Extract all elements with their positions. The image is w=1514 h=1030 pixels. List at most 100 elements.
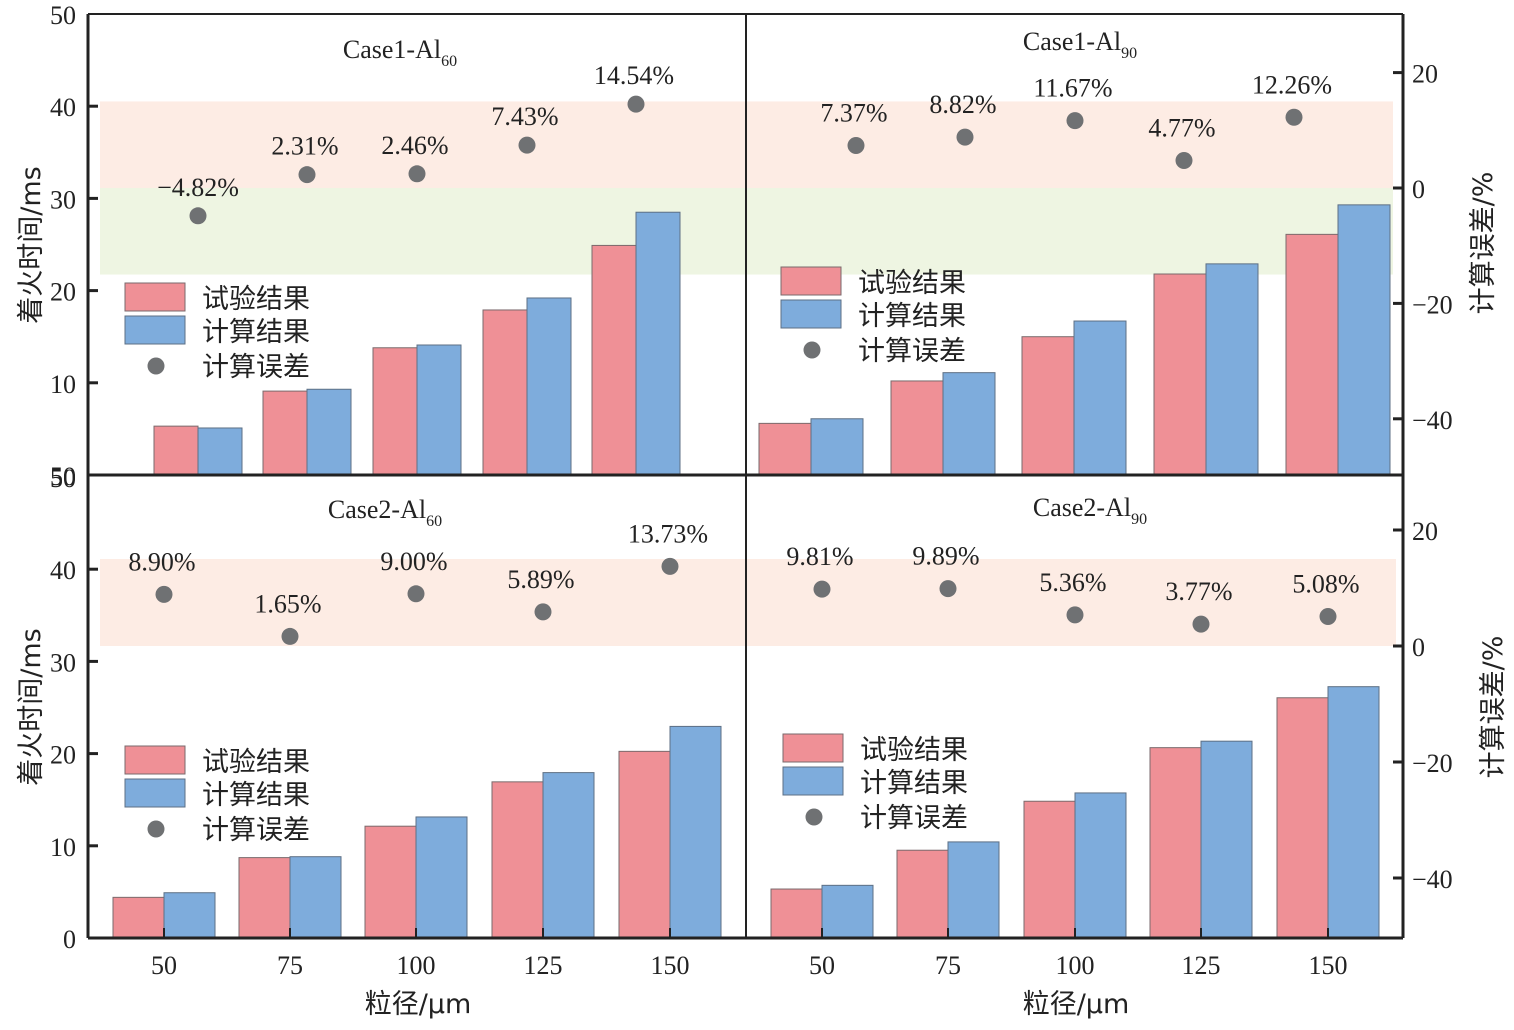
y-right-tick-label: 0 [1412,633,1425,662]
legend-label-error: 计算误差 [202,815,310,846]
y-left-tick-label: 50 [50,464,76,493]
bar-calculation [163,892,216,939]
error-label: 2.31% [271,132,338,161]
legend-swatch-experiment [782,733,844,763]
error-dot [627,95,645,113]
error-dot [661,557,679,575]
x-tick-label: 100 [1056,951,1095,980]
bar-calculation [821,884,874,939]
y-right-label-bottom: 计算误差/% [1478,636,1509,779]
x-tick-label: 150 [651,951,690,980]
x-label-right: 粒径/μm [1023,989,1130,1020]
error-dot [1319,608,1337,626]
y-right-tick-label: −40 [1412,865,1453,894]
y-left-tick-label: 0 [63,925,76,954]
bar-calculation [669,725,722,939]
bar-experiment [1276,697,1329,939]
error-bands [100,101,1396,646]
bar-calculation [1074,792,1127,939]
bar-calculation [542,772,595,939]
error-dot [1285,108,1303,126]
bar-experiment [1285,233,1339,476]
y-left-tick-label: 40 [50,93,76,122]
y-left-tick-label: 30 [50,185,76,214]
error-label: 8.90% [128,547,195,576]
axes [86,13,1405,940]
error-dot [956,128,974,146]
error-band [746,188,1393,275]
panel-title: Case1-Al60 [343,35,457,70]
error-dot [847,136,865,154]
bar-experiment [112,896,165,939]
legend-swatch-experiment [124,282,186,312]
legend-swatch-experiment [124,745,186,775]
panel-title-subscript: 60 [441,53,457,70]
panel-title-subscript: 90 [1121,45,1137,62]
error-dot [281,627,299,645]
error-dot [155,585,173,603]
legend-dot-error [147,357,165,375]
bar-experiment [591,244,637,476]
y-left-tick-label: 50 [50,462,76,491]
error-dot [939,580,957,598]
legend-swatch-calculation [782,766,844,796]
legend-label-error: 计算误差 [860,803,968,834]
bar-experiment [238,857,291,939]
legend-label-error: 计算误差 [202,352,310,383]
bar-calculation [416,344,462,476]
x-tick-label: 150 [1309,951,1348,980]
x-tick-label: 125 [1182,951,1221,980]
bar-experiment [153,425,199,476]
error-dot [408,165,426,183]
error-dot [518,136,536,154]
bar-experiment [372,347,418,476]
bar-experiment [758,422,812,476]
error-label: 7.43% [491,102,558,131]
bar-experiment [1021,336,1075,476]
bar-experiment [1153,273,1207,476]
error-label: 5.36% [1039,568,1106,597]
bar-calculation [635,211,681,476]
bar-calculation [415,816,468,939]
error-dot [813,580,831,598]
error-dot [534,603,552,621]
error-dot [407,585,425,603]
bar-calculation [197,427,243,476]
error-label: 9.81% [786,542,853,571]
bar-experiment [364,825,417,939]
y-left-tick-label: 30 [50,648,76,677]
legend-label-experiment: 试验结果 [858,268,966,299]
error-label: 8.82% [929,90,996,119]
bar-calculation [942,372,996,476]
error-label: 11.67% [1033,74,1112,103]
error-label: 2.46% [381,131,448,160]
bar-experiment [491,781,544,939]
bar-experiment [1149,747,1202,939]
y-right-tick-label: −20 [1412,290,1453,319]
bar-calculation [306,388,352,476]
legend-label-calculation: 计算结果 [858,301,966,332]
panel-title-subscript: 90 [1131,511,1147,528]
y-right-tick-label: 0 [1412,175,1425,204]
error-label: 5.89% [507,565,574,594]
legend-label-error: 计算误差 [858,336,966,367]
error-label: 9.00% [380,547,447,576]
bar-experiment [890,380,944,476]
error-label: 12.26% [1252,70,1332,99]
bar-calculation [810,418,864,476]
y-right-tick-label: 20 [1412,60,1438,89]
error-dot [1066,112,1084,130]
legend-label-experiment: 试验结果 [202,747,310,778]
y-left-tick-label: 10 [50,833,76,862]
error-label: 3.77% [1165,577,1232,606]
y-left-tick-label: 20 [50,278,76,307]
bar-calculation [947,841,1000,939]
error-dot [1066,606,1084,624]
y-right-tick-label: −20 [1412,749,1453,778]
error-dots [155,95,1337,645]
legend-dot-error [805,808,823,826]
y-left-tick-label: 10 [50,370,76,399]
panel-title: Case2-Al90 [1033,493,1147,528]
legend-dot-error [147,820,165,838]
bar-calculation [1327,686,1380,939]
